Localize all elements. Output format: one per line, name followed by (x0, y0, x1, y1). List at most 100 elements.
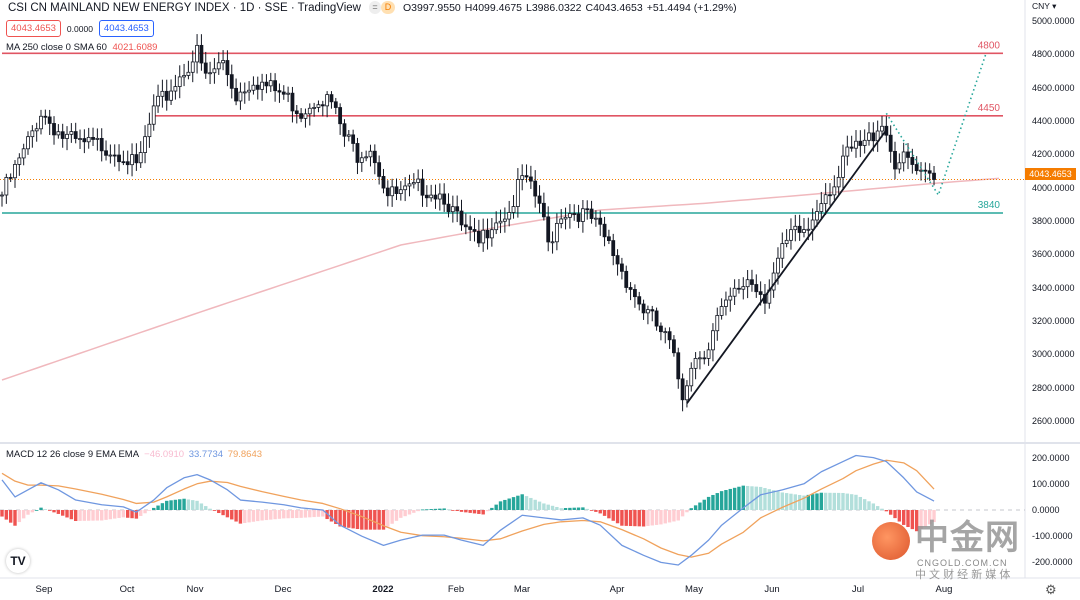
macd-histogram-bar (724, 490, 728, 510)
ma-legend-label: MA 250 close 0 SMA 60 (6, 42, 107, 53)
macd-histogram-bar (464, 510, 468, 513)
macd-histogram-bar (537, 501, 542, 510)
macd-tick-label: -200.0000 (1032, 557, 1073, 568)
candle-body (693, 358, 698, 369)
equal-badge: = (368, 1, 381, 14)
ma-legend-value: 4021.6089 (112, 42, 158, 53)
candle-body (515, 179, 520, 207)
candle-body (806, 228, 811, 231)
candle-body (351, 134, 356, 144)
macd-histogram-bar (685, 510, 689, 513)
macd-histogram-bar (472, 510, 477, 514)
candle-body (199, 44, 204, 64)
macd-histogram-bar (832, 492, 837, 510)
macd-histogram-bar (100, 510, 104, 521)
macd-histogram-bar (4, 510, 9, 520)
candle-body (784, 239, 789, 245)
candle-body (13, 164, 17, 179)
sell-button[interactable]: 4043.4653 (6, 20, 61, 37)
candle-body (195, 44, 199, 63)
macd-legend[interactable]: MACD 12 26 close 9 EMA EMA −46.0910 33.7… (6, 449, 262, 460)
macd-histogram-bar (407, 510, 412, 515)
candle-body (147, 123, 152, 138)
candle-body (4, 177, 9, 196)
candle-body (208, 72, 212, 75)
candle-body (646, 309, 650, 314)
macd-histogram-bar (767, 489, 771, 510)
candle-body (836, 176, 841, 188)
macd-tick-label: 200.0000 (1032, 452, 1070, 463)
candle-body (867, 132, 871, 141)
ma-legend[interactable]: MA 250 close 0 SMA 60 4021.6089 (6, 42, 157, 53)
month-label: Sep (35, 584, 53, 595)
candle-body (819, 203, 824, 212)
candle-body (750, 279, 754, 285)
candle-body (698, 357, 702, 360)
candle-body (906, 151, 910, 158)
macd-histogram-bar (69, 510, 74, 520)
candle-body (802, 229, 806, 233)
macd-histogram-bar (598, 510, 602, 514)
candle-body (403, 185, 408, 191)
candle-body (177, 76, 182, 87)
candle-body (60, 131, 65, 139)
macd-histogram-bar (594, 510, 598, 512)
candle-body (355, 143, 360, 163)
macd-histogram-bar (39, 507, 43, 510)
candle-body (559, 218, 564, 224)
candle-body (112, 154, 117, 157)
candle-body (238, 91, 243, 102)
macd-histogram-bar (43, 509, 48, 511)
month-label: May (685, 584, 703, 595)
spread-value: 0.0000 (66, 23, 93, 34)
macd-histogram-bar (277, 510, 282, 519)
macd-histogram-bar (745, 485, 750, 510)
candle-body (602, 223, 607, 238)
candle-body (398, 189, 403, 194)
trendline (686, 129, 888, 404)
candle-body (550, 241, 555, 244)
market-status-badge[interactable]: D (380, 1, 395, 14)
macd-histogram-bar (459, 510, 464, 512)
candle-body (286, 92, 291, 95)
candle-body (563, 216, 568, 220)
macd-histogram-bar (702, 499, 706, 510)
macd-histogram-bar (360, 510, 364, 530)
macd-tick-label: 0.0000 (1032, 505, 1060, 515)
macd-histogram-bar (403, 510, 407, 517)
candle-body (26, 136, 30, 150)
symbol-title[interactable]: CSI CN MAINLAND NEW ENERGY INDEX · 1D · … (8, 1, 361, 14)
macd-histogram-bar (888, 510, 893, 515)
settings-gear-icon[interactable]: ⚙ (1045, 582, 1057, 597)
candle-body (82, 138, 87, 143)
candle-body (138, 152, 143, 164)
candle-body (624, 270, 629, 288)
macd-histogram-bar (780, 492, 784, 510)
macd-histogram-bar (420, 509, 425, 511)
candle-body (450, 206, 455, 213)
macd-histogram-bar (615, 510, 620, 524)
macd-histogram-bar (845, 493, 850, 510)
macd-histogram-bar (546, 504, 550, 510)
macd-histogram-bar (121, 510, 126, 518)
candle-body (346, 134, 351, 137)
price-tick-label: 4200.0000 (1032, 149, 1075, 160)
macd-histogram-bar (108, 510, 113, 520)
candle-body (47, 116, 52, 124)
candle-body (615, 255, 620, 265)
candle-body (541, 202, 546, 218)
candle-body (121, 161, 126, 164)
candle-body (745, 279, 750, 288)
macd-histogram-bar (234, 510, 238, 522)
candle-body (923, 169, 928, 172)
candle-body (914, 164, 919, 172)
tradingview-logo-icon[interactable]: TV (6, 549, 30, 573)
candle-body (320, 104, 325, 107)
candle-body (667, 331, 672, 341)
buy-button[interactable]: 4043.4653 (98, 20, 154, 37)
macd-histogram-bar (21, 510, 26, 519)
candle-body (598, 217, 603, 225)
macd-histogram-bar (147, 510, 152, 511)
currency-selector[interactable]: CNY ▾ (1032, 1, 1057, 11)
